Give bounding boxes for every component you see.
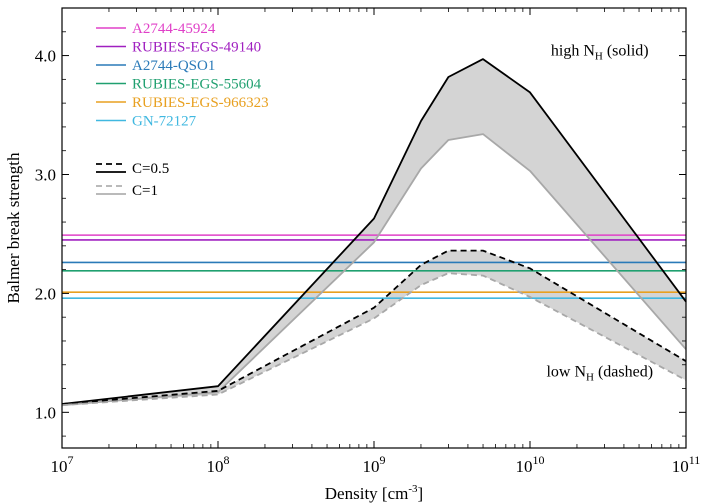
model-curve-2: [61, 249, 687, 405]
x-tick-label-base: 10: [207, 457, 224, 476]
annotation-high-nh: high NH (solid): [551, 43, 649, 63]
annotation-low-pre: low N: [546, 364, 586, 381]
annotation-low-nh: low NH (dashed): [546, 364, 653, 384]
model-bands: [62, 59, 686, 406]
x-tick-label-4: 1011: [672, 453, 701, 476]
x-tick-label-base: 10: [672, 457, 689, 476]
y-tick-label-1: 2.0: [35, 284, 56, 303]
plot-frame: [61, 7, 687, 449]
legend-label-5: GN-72127: [132, 114, 197, 130]
annotation-low-post: (dashed): [594, 364, 653, 381]
annotations: high NH (solid) low NH (dashed): [546, 43, 653, 384]
y-tick-label-3: 4.0: [35, 47, 56, 66]
model-curve-3: [61, 272, 687, 407]
x-tick-label-exp: 8: [224, 453, 230, 467]
x-tick-label-exp: 7: [68, 453, 74, 467]
legend-label-1: RUBIES-EGS-49140: [132, 40, 261, 56]
x-tick-label-0: 107: [51, 453, 74, 476]
annotation-high-pre: high N: [551, 43, 595, 60]
y-axis-title: Balmer break strength: [4, 152, 23, 304]
annotation-high-post: (solid): [603, 43, 649, 60]
y-tick-label-2: 3.0: [35, 165, 56, 184]
x-axis-title-sup: -3: [408, 483, 418, 495]
model-curve-0: [61, 58, 687, 405]
legend-label-3: RUBIES-EGS-55604: [132, 77, 262, 93]
x-axis-title-main: Density [cm: [325, 484, 409, 503]
model-curves: [61, 58, 687, 407]
observed-lines: [62, 234, 686, 299]
x-axis-title: Density [cm-3]: [325, 483, 423, 503]
x-tick-label-base: 10: [363, 457, 380, 476]
annotation-low-sub: H: [586, 372, 594, 384]
x-tick-label-exp: 9: [380, 453, 386, 467]
legend-label-2: A2744-QSO1: [132, 58, 215, 74]
x-tick-label-base: 10: [51, 457, 68, 476]
x-tick-label-3: 1010: [516, 453, 545, 476]
band-high-nh: [62, 59, 686, 406]
legend-model-label-0: C=0.5: [132, 161, 169, 177]
y-tick-label-0: 1.0: [35, 403, 56, 422]
model-curve-1: [61, 133, 687, 407]
legend: A2744-45924 RUBIES-EGS-49140 A2744-QSO1 RUB…: [96, 21, 269, 199]
x-tick-label-1: 108: [207, 453, 230, 476]
annotation-high-sub: H: [595, 51, 603, 63]
legend-label-0: A2744-45924: [132, 21, 216, 37]
x-tick-label-base: 10: [516, 457, 533, 476]
x-tick-label-2: 109: [363, 453, 386, 476]
legend-model-label-1: C=1: [132, 183, 158, 199]
x-tick-label-exp: 11: [689, 453, 701, 467]
x-axis-title-end: ]: [418, 484, 424, 503]
x-tick-label-exp: 10: [533, 453, 545, 467]
legend-label-4: RUBIES-EGS-966323: [132, 95, 269, 111]
band-low-nh: [62, 250, 686, 406]
